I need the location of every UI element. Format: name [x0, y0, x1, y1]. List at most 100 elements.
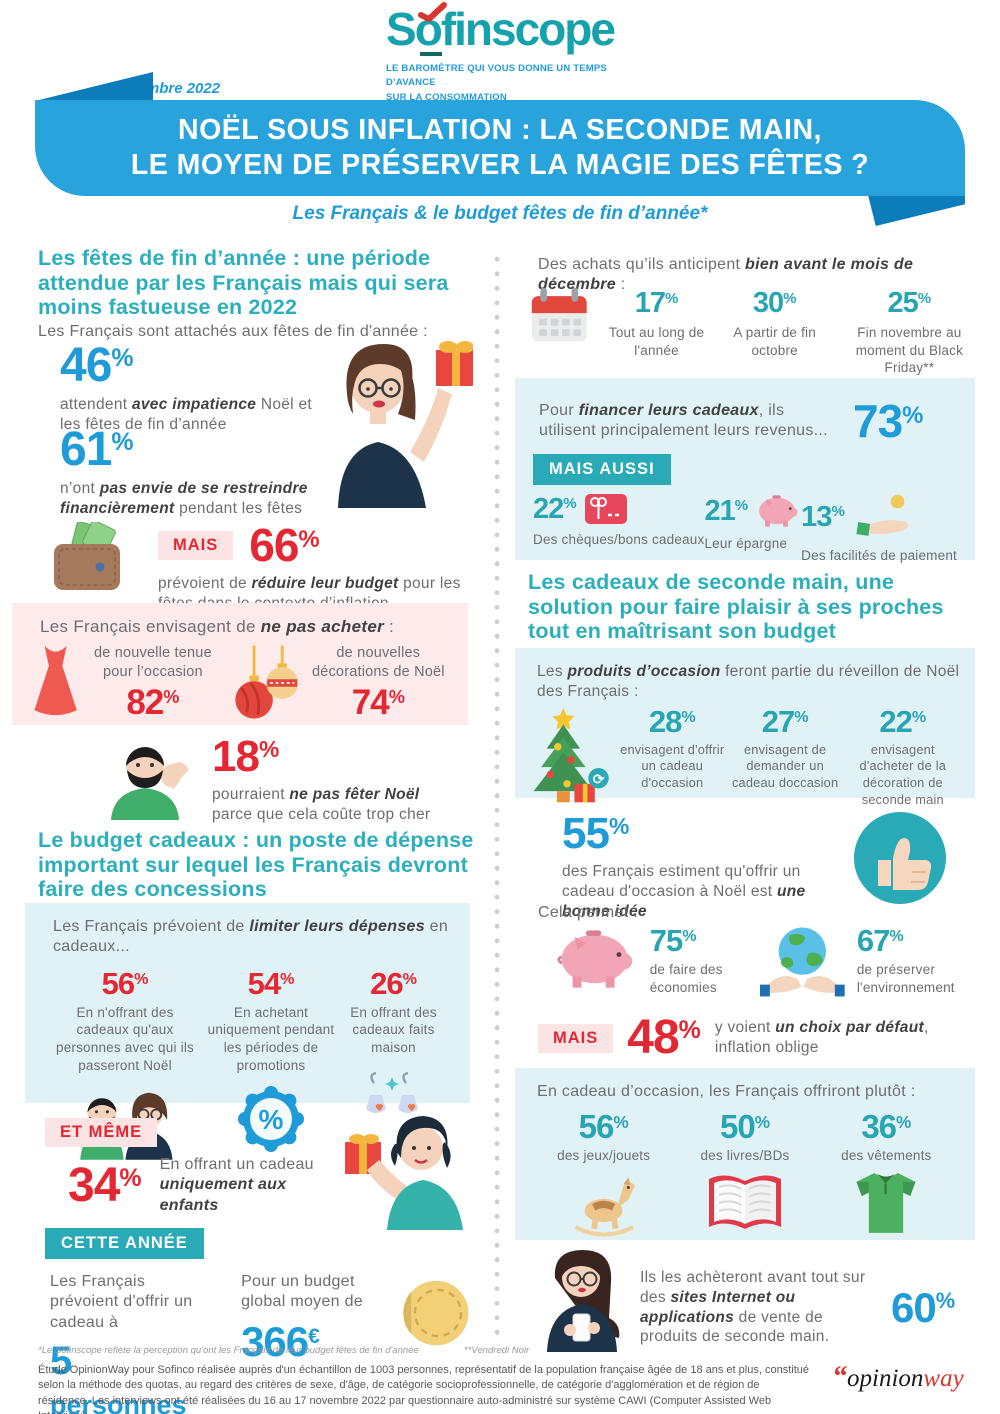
occasion1-label: envisagent d'offrir un cadeau d'occasion [620, 741, 725, 790]
finance-unit: % [902, 401, 924, 429]
opinionway-text-red: way [923, 1365, 964, 1392]
occasion3-value: 22 [879, 703, 912, 739]
bluebox-item2-label: En achetant uniquement pendant les pério… [207, 1004, 335, 1073]
bluebox-item1-value: 56 [101, 965, 135, 1001]
stat-34-unit: % [119, 1163, 142, 1192]
benefit2-value: 67 [856, 923, 890, 958]
ornaments-icon [235, 645, 298, 719]
bluebox-item3-label: En offrant des cadeaux faits maison [350, 1004, 437, 1056]
bluebox-item-2: 54% En achetant uniquement pendant les p… [201, 968, 341, 1160]
thumbs-up-icon [854, 812, 946, 904]
stat-66-em: réduire leur budget [251, 575, 399, 592]
stat-46-text: attendent [60, 396, 132, 413]
wallet-icon [54, 522, 120, 590]
opinionway-text-black: opinion [847, 1365, 924, 1392]
occasion3-label: envisagent d'acheter de la décoration de… [859, 741, 947, 807]
gift-to-value: 5 [50, 1339, 72, 1384]
footnote-2: **Vendredi Noir [464, 1345, 530, 1356]
finance-item-1: 22% Des chèques/bons cadeaux [533, 493, 704, 565]
occasion2-unit: % [794, 707, 809, 726]
dress-icon [34, 645, 77, 715]
stat-18-text2: parce que cela coûte trop cher [212, 805, 431, 823]
finance-item2-label: Leur épargne [704, 536, 788, 551]
stat-48-unit: % [678, 1015, 701, 1044]
finance-box: Pour financer leurs cadeaux, ils utilise… [515, 378, 975, 563]
finance-em: financer leurs cadeaux [578, 401, 759, 419]
worried-man-illustration [111, 747, 189, 820]
bluebox-item-3: 26% En offrant des cadeaux faits maison [341, 968, 446, 1160]
open-book-icon [708, 1175, 781, 1230]
online-text: Ils les achèteront avant tout sur des [640, 1269, 866, 1306]
pinkbox-title2: : [384, 617, 395, 636]
online-value: 60 [891, 1283, 937, 1331]
timing1-label: Tout au long de l'année [608, 325, 705, 358]
cette-annee-row: Les Français prévoient d'offrir un cadea… [50, 1272, 470, 1414]
gift1-label: des jeux/jouets [557, 1148, 651, 1164]
mais-label: MAIS [158, 530, 234, 560]
timing3-value: 25 [887, 287, 919, 319]
footnote-1: *Le Sofinscope reflète la perception qu'… [38, 1345, 419, 1356]
stat-34-text: En offrant un cadeau [159, 1156, 314, 1173]
benefit1-value: 75 [649, 923, 683, 958]
stat-48-value: 48 [627, 1011, 679, 1064]
woman-gift-teal-illustration [345, 1116, 463, 1230]
stat-66-value: 66 [249, 519, 299, 571]
timing3-label: Fin novembre au moment du Black Friday** [855, 325, 964, 376]
benefits-row: 75% de faire des économies 67% de préser… [555, 925, 975, 999]
pinkbox-item2-unit: % [388, 687, 405, 708]
tagline-line1: LE BAROMÈTRE QUI VOUS DONNE UN TEMPS D’A… [386, 63, 607, 89]
gift-card-icon [584, 494, 627, 524]
anticipate-em: bien avant le mois de décembre [538, 256, 914, 294]
pinkbox-item2-value: 74 [351, 683, 390, 723]
timing-item-3: 25% Fin novembre au moment du Black Frid… [841, 289, 978, 377]
timing1-value: 17 [634, 287, 666, 319]
stat-34: 34% En offrant un cadeau uniquement aux … [68, 1155, 338, 1216]
stat-46: 46% attendent avec impatience Noël et le… [60, 342, 325, 435]
stat-48-text2: , inflation oblige [714, 1019, 929, 1056]
handmade-earrings-icon [365, 1071, 423, 1126]
pinkbox-title-em: ne pas acheter [260, 617, 384, 636]
stat-46-em: avec impatience [131, 396, 257, 413]
bluebox-item2-value: 54 [247, 965, 281, 1001]
stat-66-text: prévoient de [158, 575, 252, 592]
benefit2-unit: % [889, 926, 904, 945]
pinkbox-item2-label: de nouvelles décorations de Noël [311, 644, 445, 680]
stat-18-unit: % [258, 736, 280, 763]
section1-heading: Les fêtes de fin d’année : une période a… [38, 246, 449, 320]
stat-61-em: pas envie de se restreindre financièreme… [60, 480, 308, 517]
logo-underline [420, 52, 443, 56]
online-em: sites Internet ou applications [640, 1288, 796, 1326]
gift-to-suffix: personnes [50, 1390, 187, 1414]
gifts-box: En cadeau d’occasion, les Français offri… [515, 1068, 975, 1240]
bluebox-item1-unit: % [134, 969, 149, 988]
column-divider [494, 252, 500, 1338]
online-unit: % [935, 1288, 956, 1314]
limiter-depenses-box: Les Français prévoient de limiter leurs … [25, 903, 470, 1160]
timing2-label: A partir de fin octobre [733, 325, 816, 358]
stat-61-text: n’ont [60, 480, 100, 497]
cela-permet-text: Cela permet : [538, 904, 638, 921]
gift1-value: 56 [578, 1108, 615, 1146]
banner-line2: LE MOYEN DE PRÉSERVER LA MAGIE DES FÊTES… [130, 149, 870, 181]
bluebox-title: Les Français prévoient de [53, 918, 250, 935]
hand-coin-icon [856, 494, 909, 536]
pinkbox-item1-label: de nouvelle tenue pour l’occasion [93, 644, 212, 680]
mais-label-2: MAIS [538, 1023, 614, 1053]
page-subtitle: Les Français & le budget fêtes de fin d’… [292, 203, 708, 224]
section2-heading: Le budget cadeaux : un poste de dépense … [38, 828, 474, 902]
christmas-tree-icon: ⟳ [533, 707, 609, 802]
budget-value: 366 [241, 1317, 309, 1365]
etmeme-label-wrap: ET MÊME [45, 1118, 158, 1147]
finance-item2-unit: % [734, 497, 749, 515]
piggy-bank-large-icon [557, 930, 633, 988]
opinionway-logo: “opinionway [832, 1362, 964, 1392]
woman-phone-illustration [547, 1250, 620, 1352]
bluebox-item1-label: En n'offrant des cadeaux qu'aux personne… [56, 1004, 194, 1073]
stat-55-unit: % [608, 813, 630, 840]
occasion-item-1: 28% envisagent d'offrir un cadeau d'occa… [619, 706, 726, 792]
polo-shirt-icon [856, 1173, 916, 1233]
anticipate-text: Des achats qu’ils anticipent bien avant … [538, 255, 968, 296]
timing1-unit: % [664, 289, 679, 307]
stat-18-em: ne pas fêter Noël [289, 786, 420, 803]
benefit1-unit: % [682, 926, 697, 945]
